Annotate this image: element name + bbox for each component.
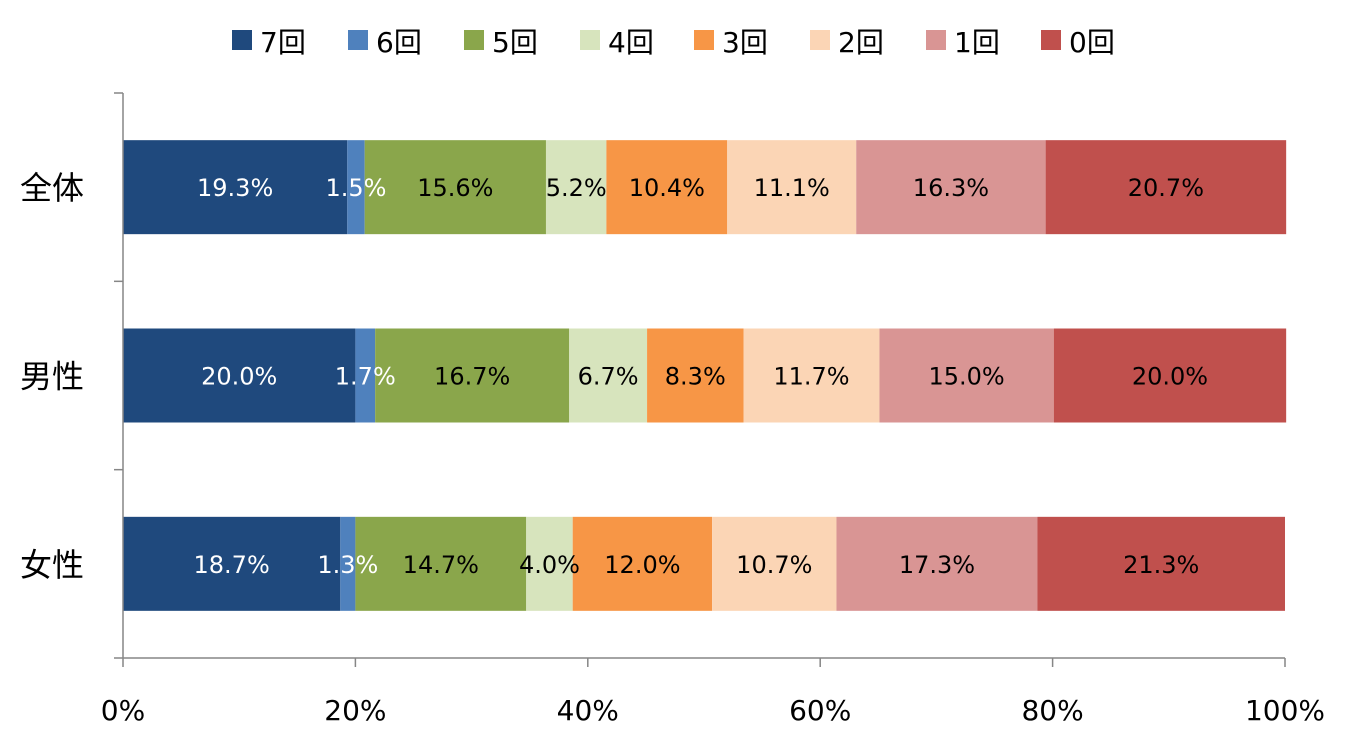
data-label-0-7: 20.7% — [1128, 174, 1204, 202]
bar-segment-0-3 — [545, 140, 607, 235]
legend-label-5: 2回 — [838, 26, 884, 59]
bar-segment-2-7 — [1037, 516, 1285, 611]
data-label-0-5: 11.1% — [754, 174, 830, 202]
data-label-0-1: 1.5% — [325, 174, 386, 202]
bar-segment-0-0 — [123, 140, 348, 235]
legend-swatch-2 — [464, 30, 484, 50]
data-label-0-3: 5.2% — [546, 174, 607, 202]
data-label-1-6: 15.0% — [928, 363, 1004, 391]
category-label-2: 女性 — [20, 546, 84, 584]
bar-segment-1-7 — [1053, 328, 1287, 423]
bar-segment-2-5 — [712, 516, 837, 611]
data-label-2-0: 18.7% — [194, 551, 270, 579]
data-label-2-1: 1.3% — [317, 551, 378, 579]
bar-segment-1-2 — [375, 328, 570, 423]
axes: 0% 20% 40% 60% 80% 100% — [101, 92, 1325, 727]
bar-segment-2-6 — [836, 516, 1038, 611]
bar-segment-1-3 — [569, 328, 648, 423]
bar-segment-1-0 — [123, 328, 356, 423]
bar-segment-0-1 — [347, 140, 365, 235]
data-label-2-4: 12.0% — [604, 551, 680, 579]
legend-swatch-5 — [810, 30, 830, 50]
bar-segment-0-6 — [856, 140, 1046, 235]
data-label-2-3: 4.0% — [519, 551, 580, 579]
legend-swatch-0 — [232, 30, 252, 50]
bar-segment-0-5 — [727, 140, 857, 235]
legend-label-3: 4回 — [608, 26, 654, 59]
x-tick-label-1: 20% — [324, 694, 386, 727]
data-label-2-7: 21.3% — [1123, 551, 1199, 579]
legend-label-0: 7回 — [260, 26, 306, 59]
data-label-2-2: 14.7% — [403, 551, 479, 579]
data-label-1-4: 8.3% — [665, 363, 726, 391]
bar-segment-1-1 — [355, 328, 376, 423]
legend: 7回 6回 5回 4回 3回 2回 1回 0回 — [232, 26, 1115, 59]
x-tick-label-2: 40% — [557, 694, 619, 727]
bar-segment-1-4 — [647, 328, 744, 423]
x-tick-label-4: 80% — [1021, 694, 1083, 727]
x-tick-label-0: 0% — [101, 694, 145, 727]
legend-swatch-7 — [1041, 30, 1061, 50]
data-label-1-0: 20.0% — [201, 363, 277, 391]
legend-swatch-1 — [348, 30, 368, 50]
plot-area: 19.3% 1.5% 15.6% 5.2% 10.4% 11.1% 16.3% 20.7% 全体… — [20, 140, 1287, 611]
category-label-0: 全体 — [20, 169, 84, 207]
data-label-1-1: 1.7% — [335, 363, 396, 391]
data-label-0-2: 15.6% — [417, 174, 493, 202]
data-label-2-5: 10.7% — [736, 551, 812, 579]
legend-label-7: 0回 — [1069, 26, 1115, 59]
legend-swatch-4 — [694, 30, 714, 50]
data-label-1-7: 20.0% — [1132, 363, 1208, 391]
bar-segment-2-0 — [123, 516, 341, 611]
legend-label-4: 3回 — [722, 26, 768, 59]
data-label-0-4: 10.4% — [629, 174, 705, 202]
legend-label-1: 6回 — [376, 26, 422, 59]
x-tick-label-3: 60% — [789, 694, 851, 727]
legend-swatch-6 — [926, 30, 946, 50]
bar-segment-0-7 — [1045, 140, 1287, 235]
data-label-1-5: 11.7% — [773, 363, 849, 391]
data-label-1-2: 16.7% — [434, 363, 510, 391]
data-label-2-6: 17.3% — [899, 551, 975, 579]
legend-label-2: 5回 — [492, 26, 538, 59]
bar-segment-1-6 — [879, 328, 1054, 423]
bar-segment-1-5 — [743, 328, 880, 423]
x-tick-label-5: 100% — [1245, 694, 1325, 727]
legend-swatch-3 — [580, 30, 600, 50]
bar-segment-2-1 — [340, 516, 356, 611]
data-label-1-3: 6.7% — [578, 363, 639, 391]
bar-segment-0-2 — [364, 140, 546, 235]
bar-segment-2-3 — [526, 516, 573, 611]
bar-segment-0-4 — [606, 140, 728, 235]
data-label-0-0: 19.3% — [197, 174, 273, 202]
data-label-0-6: 16.3% — [913, 174, 989, 202]
bar-segment-2-2 — [355, 516, 527, 611]
category-label-1: 男性 — [20, 358, 84, 396]
legend-label-6: 1回 — [954, 26, 1000, 59]
bar-segment-2-4 — [572, 516, 713, 611]
